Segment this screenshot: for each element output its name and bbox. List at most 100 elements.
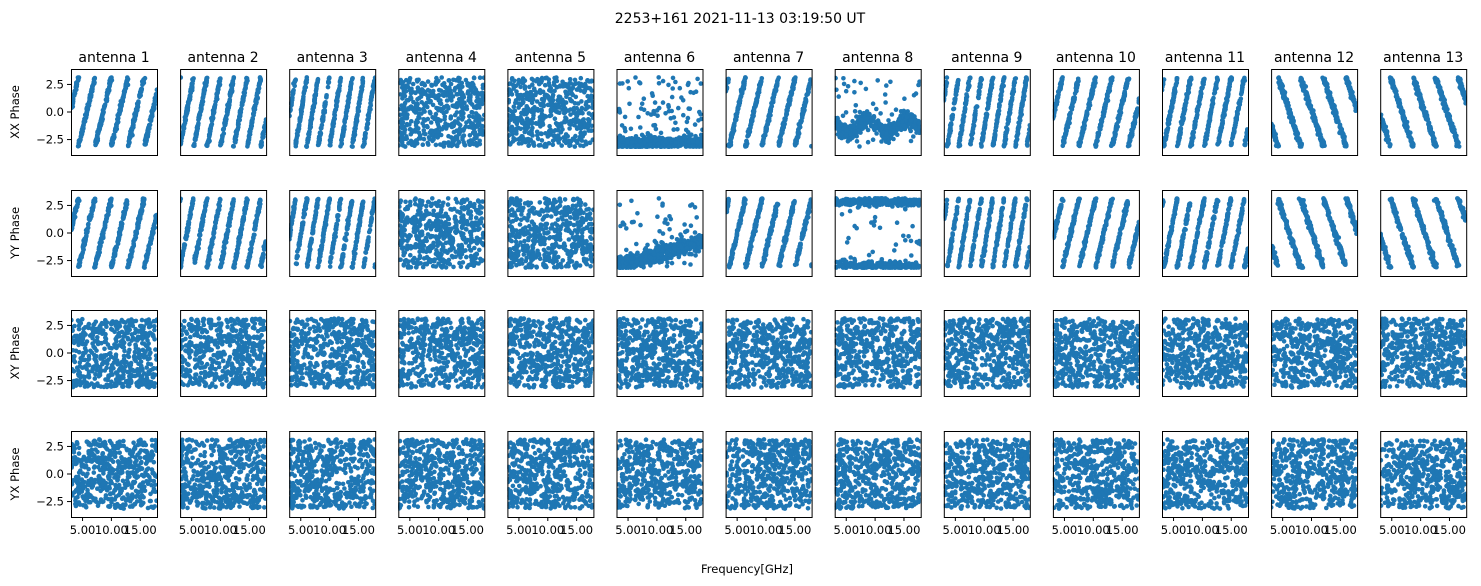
data-point: [203, 83, 209, 88]
data-point: [957, 138, 962, 143]
data-point: [637, 80, 643, 86]
data-point: [547, 123, 552, 129]
data-point: [511, 104, 517, 109]
data-point: [431, 137, 436, 142]
data-point: [413, 90, 418, 96]
data-point: [153, 95, 157, 100]
data-point: [110, 137, 115, 143]
data-point: [135, 104, 140, 110]
data-point: [864, 116, 870, 121]
data-point: [206, 137, 212, 143]
data-point: [400, 126, 406, 131]
data-point: [332, 116, 338, 122]
data-point: [544, 142, 549, 147]
data-point: [321, 110, 326, 116]
data-point: [402, 93, 408, 99]
data-point: [980, 135, 986, 141]
data-point: [548, 88, 554, 94]
data-point: [365, 120, 371, 126]
data-point: [913, 117, 918, 123]
data-point: [430, 115, 435, 120]
data-point: [995, 110, 1001, 116]
data-point: [243, 85, 248, 90]
data-point: [452, 112, 458, 118]
data-point: [956, 78, 961, 83]
data-point: [548, 129, 553, 135]
data-point: [409, 106, 415, 111]
data-point: [836, 128, 842, 133]
data-point: [749, 119, 754, 125]
data-point: [524, 110, 530, 115]
data-point: [470, 82, 475, 87]
data-point: [982, 120, 988, 125]
data-point: [629, 136, 634, 141]
data-point: [863, 86, 869, 92]
data-point: [456, 75, 461, 81]
data-point: [303, 80, 309, 85]
data-point: [401, 106, 407, 112]
data-point: [415, 85, 421, 91]
data-point: [733, 115, 739, 121]
data-point: [441, 104, 447, 110]
panel: antenna 7: [725, 50, 813, 156]
data-point: [780, 130, 785, 136]
data-point: [192, 137, 198, 142]
data-point: [531, 86, 537, 91]
data-point: [700, 127, 703, 133]
data-point: [551, 80, 557, 85]
data-point: [993, 125, 999, 130]
data-point: [125, 75, 130, 80]
data-point: [325, 84, 331, 90]
data-point: [320, 116, 326, 122]
data-point: [792, 142, 798, 147]
data-point: [882, 92, 888, 97]
data-point: [625, 139, 630, 145]
data-point: [209, 116, 214, 121]
data-point: [473, 104, 479, 110]
data-point: [346, 100, 351, 105]
data-point: [841, 81, 847, 87]
data-point: [115, 113, 120, 118]
data-point: [656, 136, 662, 142]
data-point: [791, 78, 797, 83]
data-point: [428, 111, 433, 116]
data-point: [582, 120, 587, 126]
data-point: [562, 118, 567, 124]
data-point: [896, 116, 902, 122]
data-point: [434, 79, 440, 85]
panel-frame: [725, 69, 813, 156]
data-point: [108, 77, 113, 82]
data-point: [335, 91, 340, 96]
data-point: [968, 141, 973, 147]
data-point: [456, 116, 461, 121]
data-point: [212, 105, 217, 110]
data-point: [350, 144, 355, 149]
y-tick-label: 2.5: [46, 77, 64, 91]
data-point: [663, 138, 668, 144]
data-point: [185, 103, 191, 108]
data-point: [449, 98, 454, 103]
data-point: [515, 119, 520, 124]
data-point: [566, 108, 571, 113]
data-point: [1016, 123, 1022, 129]
data-point: [197, 112, 203, 118]
data-point: [787, 100, 792, 106]
data-point: [86, 103, 92, 108]
data-point: [118, 107, 123, 113]
data-point: [969, 136, 975, 141]
data-point: [1027, 123, 1030, 128]
data-point: [316, 140, 321, 145]
data-point: [633, 75, 638, 80]
data-point: [974, 104, 980, 109]
data-point: [658, 130, 664, 136]
data-point: [572, 138, 578, 143]
data-point: [854, 139, 860, 144]
data-point: [978, 78, 983, 84]
data-point: [898, 109, 904, 114]
data-point: [89, 88, 95, 93]
data-point: [697, 109, 702, 115]
data-point: [948, 123, 953, 128]
data-point: [858, 117, 864, 123]
data-point: [988, 86, 994, 91]
